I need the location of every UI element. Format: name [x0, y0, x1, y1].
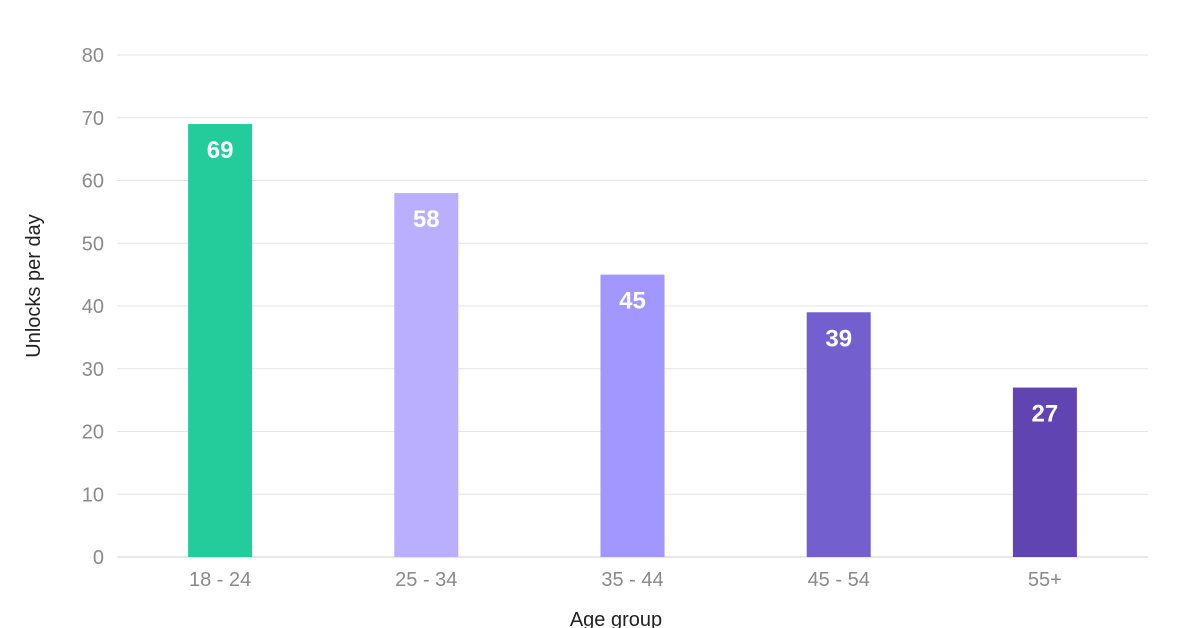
bar-4: [1012, 387, 1077, 557]
y-tick-label: 60: [82, 171, 104, 193]
x-tick-label: 35 - 44: [601, 569, 663, 591]
x-tick-label: 45 - 54: [808, 569, 870, 591]
y-axis-ticks: 0 10 20 30 40 50 60 70 80: [82, 45, 104, 569]
bar-value-label: 39: [825, 325, 852, 352]
y-tick-label: 0: [93, 547, 104, 569]
bar-value-label: 45: [619, 288, 646, 315]
bars: [188, 124, 1077, 558]
y-tick-label: 40: [82, 296, 104, 318]
x-axis-label: Age group: [570, 609, 662, 628]
y-tick-label: 50: [82, 233, 104, 255]
x-tick-label: 25 - 34: [395, 569, 457, 591]
y-tick-label: 70: [82, 108, 104, 130]
bar-value-label: 69: [207, 137, 234, 164]
bar-3: [806, 312, 871, 557]
y-tick-label: 10: [82, 484, 104, 506]
y-axis-label: Unlocks per day: [23, 214, 45, 357]
data-labels: 69 58 45 39 27: [207, 137, 1059, 428]
bar-1: [394, 193, 459, 558]
bar-2: [600, 274, 665, 557]
x-axis-ticks: 18 - 24 25 - 34 35 - 44 45 - 54 55+: [189, 569, 1062, 591]
y-tick-label: 80: [82, 45, 104, 67]
x-tick-label: 55+: [1028, 569, 1062, 591]
bar-value-label: 27: [1032, 401, 1059, 428]
y-tick-label: 20: [82, 422, 104, 444]
y-tick-label: 30: [82, 359, 104, 381]
bar-0: [188, 124, 253, 558]
x-tick-label: 18 - 24: [189, 569, 251, 591]
bar-value-label: 58: [413, 206, 440, 233]
